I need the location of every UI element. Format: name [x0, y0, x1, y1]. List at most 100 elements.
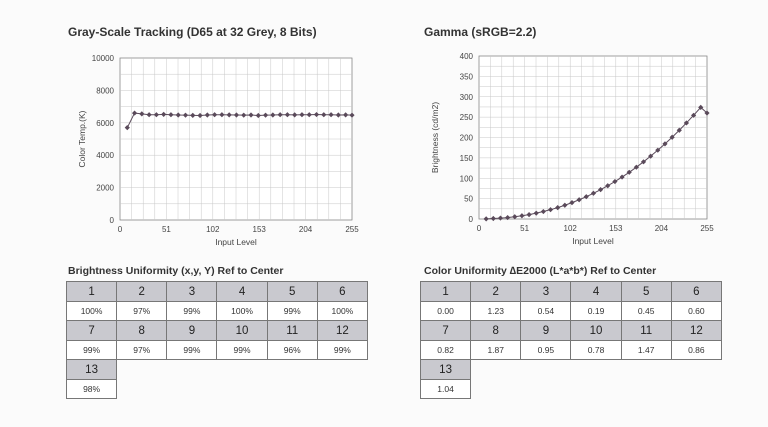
- data-point: [277, 112, 283, 118]
- zone-number: 4: [216, 281, 268, 302]
- table-title: Brightness Uniformity (x,y, Y) Ref to Ce…: [68, 265, 284, 277]
- zone-value: 99%: [216, 340, 268, 360]
- data-point: [153, 112, 159, 118]
- data-point: [612, 178, 618, 185]
- y-tick-label: 0: [469, 215, 474, 224]
- y-axis-label: Color Temp.(K): [77, 110, 87, 167]
- zone-value: 96%: [266, 340, 318, 360]
- zone-value: 0.95: [520, 340, 572, 360]
- data-point: [576, 197, 582, 203]
- x-tick-label: 255: [700, 224, 714, 233]
- zone-value: 0.00: [419, 301, 472, 321]
- zone-number: 10: [570, 320, 622, 341]
- data-point: [139, 111, 145, 117]
- x-tick-label: 102: [206, 225, 220, 234]
- zone-value: 0.78: [570, 340, 622, 360]
- data-point: [512, 214, 518, 220]
- y-tick-label: 200: [460, 134, 474, 143]
- y-tick-label: 8000: [96, 86, 114, 95]
- data-point: [306, 112, 312, 118]
- data-point: [219, 112, 225, 118]
- data-point: [698, 104, 704, 110]
- data-point: [226, 112, 232, 118]
- zone-number: 7: [65, 320, 118, 341]
- y-tick-label: 350: [460, 72, 474, 81]
- color-uniformity-table: 1 2 3 4 5 6 0.00 1.23 0.54 0.19 0.45 0.60 7 8 9 10 11 12 0…: [419, 281, 722, 399]
- data-point: [343, 112, 349, 118]
- zone-number: 3: [520, 281, 572, 302]
- y-tick-label: 4000: [96, 151, 114, 160]
- gray-scale-tracking-chart: 0 51 102 153 204 255 0 2000 4000 6000 8000 10000 Inp…: [77, 54, 359, 247]
- x-tick-label: 204: [299, 225, 313, 234]
- zone-number: 6: [316, 281, 368, 302]
- zone-value: 99%: [266, 301, 318, 321]
- data-point: [175, 112, 181, 118]
- zone-number: 7: [419, 320, 472, 341]
- data-point: [526, 211, 532, 218]
- data-point: [190, 112, 196, 118]
- zone-number: 8: [116, 320, 168, 341]
- zone-number: 2: [470, 281, 522, 302]
- data-point: [161, 111, 167, 117]
- data-point: [583, 194, 589, 200]
- zone-number: 13: [419, 359, 472, 380]
- y-tick-label: 100: [460, 174, 474, 183]
- zone-value: 1.23: [470, 301, 522, 321]
- data-point: [233, 112, 240, 118]
- y-tick-label: 10000: [92, 54, 115, 63]
- chart-title: Gray-Scale Tracking (D65 at 32 Grey, 8 B…: [68, 25, 317, 39]
- x-tick-label: 0: [477, 224, 482, 233]
- x-tick-label: 153: [609, 224, 623, 233]
- zone-number: 8: [470, 320, 522, 341]
- data-point: [313, 111, 320, 118]
- zone-value: 0.60: [670, 301, 722, 321]
- zone-value: 1.47: [620, 340, 672, 360]
- table-title: Color Uniformity ∆E2000 (L*a*b*) Ref to …: [424, 265, 657, 277]
- zone-number: 12: [316, 320, 368, 341]
- zone-number: 4: [570, 281, 622, 302]
- y-tick-label: 50: [464, 195, 473, 204]
- data-point: [540, 208, 546, 215]
- data-point: [124, 125, 130, 131]
- y-tick-label: 250: [460, 113, 474, 122]
- data-point: [569, 200, 575, 206]
- y-tick-label: 2000: [96, 184, 114, 193]
- data-point: [349, 112, 355, 118]
- data-point: [168, 112, 174, 118]
- y-tick-label: 6000: [96, 119, 114, 128]
- zone-number: 5: [620, 281, 672, 302]
- gamma-chart: 0 51 102 153 204 255 0 50 100 150 200 250 300 350 400 I…: [430, 52, 714, 246]
- zone-value: 97%: [116, 301, 168, 321]
- zone-value: 100%: [65, 301, 118, 321]
- x-tick-label: 204: [655, 224, 669, 233]
- data-point: [299, 112, 305, 118]
- y-tick-label: 300: [460, 93, 474, 102]
- zone-number: 1: [65, 281, 118, 302]
- zone-value: 0.86: [670, 340, 722, 360]
- zone-number: 10: [216, 320, 268, 341]
- y-tick-label: 400: [460, 52, 474, 61]
- zone-value: 100%: [216, 301, 268, 321]
- zone-value: 100%: [316, 301, 368, 321]
- x-tick-label: 51: [162, 225, 171, 234]
- x-tick-label: 0: [118, 225, 123, 234]
- data-point: [241, 112, 247, 118]
- zone-value: 99%: [166, 301, 218, 321]
- x-tick-label: 102: [564, 224, 578, 233]
- x-axis-label: Input Level: [572, 236, 614, 246]
- data-point: [197, 112, 203, 119]
- zone-value: 0.54: [520, 301, 572, 321]
- data-point: [212, 112, 218, 118]
- x-tick-label: 51: [520, 224, 529, 233]
- zone-value: 0.19: [570, 301, 622, 321]
- zone-number: 11: [266, 320, 318, 341]
- data-point: [321, 112, 327, 118]
- zone-number: 9: [166, 320, 218, 341]
- data-point: [547, 207, 554, 213]
- zone-number: 1: [419, 281, 472, 302]
- x-axis-label: Input Level: [215, 237, 257, 247]
- data-point: [648, 153, 654, 159]
- data-point: [335, 112, 341, 118]
- data-point: [605, 183, 611, 189]
- zone-value: 99%: [65, 340, 118, 360]
